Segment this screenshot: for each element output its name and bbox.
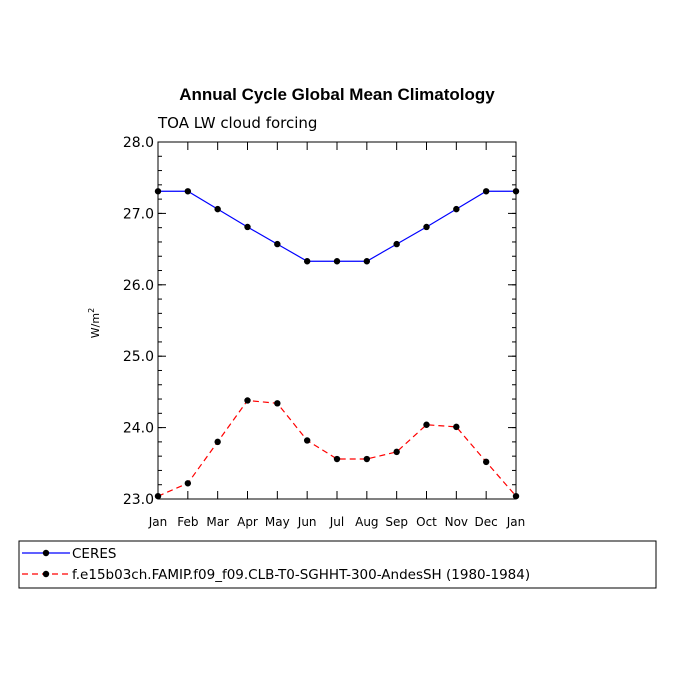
plot-frame [157, 141, 517, 500]
y-tick-label: 28.0 [123, 135, 154, 151]
chart-subtitle: TOA LW cloud forcing [157, 114, 317, 132]
y-tick-label: 26.0 [123, 278, 154, 294]
legend-label-1: CERES [72, 546, 116, 562]
x-tick-label: Sep [385, 515, 408, 529]
data-point [423, 421, 430, 428]
series-line-2 [157, 399, 517, 497]
x-tick-label: Oct [416, 515, 437, 529]
x-tick-label: Feb [177, 515, 198, 529]
series-line-1 [158, 190, 516, 262]
legend-label-2: f.e15b03ch.FAMIP.f09_f09.CLB-T0-SGHHT-30… [72, 567, 530, 583]
data-point [154, 188, 162, 195]
data-point [423, 223, 430, 231]
data-point [393, 448, 400, 456]
data-point [512, 492, 520, 500]
data-point [333, 455, 341, 463]
data-point [244, 397, 251, 404]
data-point [244, 223, 251, 231]
x-tick-label: May [265, 515, 290, 529]
legend-marker-1 [42, 549, 50, 557]
data-point [184, 188, 192, 195]
x-tick-label: Nov [445, 515, 468, 529]
x-tick-label: Jul [329, 515, 344, 529]
legend-box [18, 540, 657, 589]
x-tick-label: Jan [506, 515, 526, 529]
x-tick-label: Aug [355, 515, 378, 529]
data-point [154, 492, 162, 500]
data-point [363, 455, 371, 463]
data-point [303, 258, 311, 265]
x-tick-label: Jan [148, 515, 168, 529]
y-tick-label: 25.0 [123, 349, 154, 365]
x-tick-label: Mar [206, 515, 229, 529]
data-point [453, 205, 460, 213]
data-point [482, 188, 490, 195]
data-point [512, 188, 520, 195]
legend: CERES f.e15b03ch.FAMIP.f09_f09.CLB-T0-SGH… [22, 546, 530, 583]
data-point [453, 423, 460, 431]
data-point [333, 258, 341, 265]
y-tick-label: 27.0 [123, 206, 154, 222]
x-tick-label: Apr [237, 515, 258, 529]
data-point [363, 258, 371, 265]
y-axis-label-unit: W/m [89, 313, 102, 338]
series-layer [154, 188, 520, 500]
legend-marker-2 [42, 570, 50, 578]
data-point [274, 400, 281, 407]
y-tick-label: 23.0 [123, 492, 154, 508]
chart-title: Annual Cycle Global Mean Climatology [179, 85, 495, 104]
data-point [274, 240, 281, 248]
y-tick-label: 24.0 [123, 421, 154, 437]
data-point [393, 240, 400, 248]
data-point [303, 437, 311, 444]
y-axis-label-superscript: 2 [87, 308, 96, 313]
x-tick-label: Dec [475, 515, 498, 529]
data-point [482, 458, 490, 466]
axis-ticks: 23.0 24.0 25.0 26.0 27.0 28.0 Jan Feb Mar Apr May J… [123, 135, 525, 529]
data-point [214, 438, 221, 446]
data-point [184, 480, 192, 487]
data-point [214, 205, 221, 213]
x-tick-label: Jun [297, 515, 317, 529]
y-axis-label: W/m2 [87, 308, 102, 338]
